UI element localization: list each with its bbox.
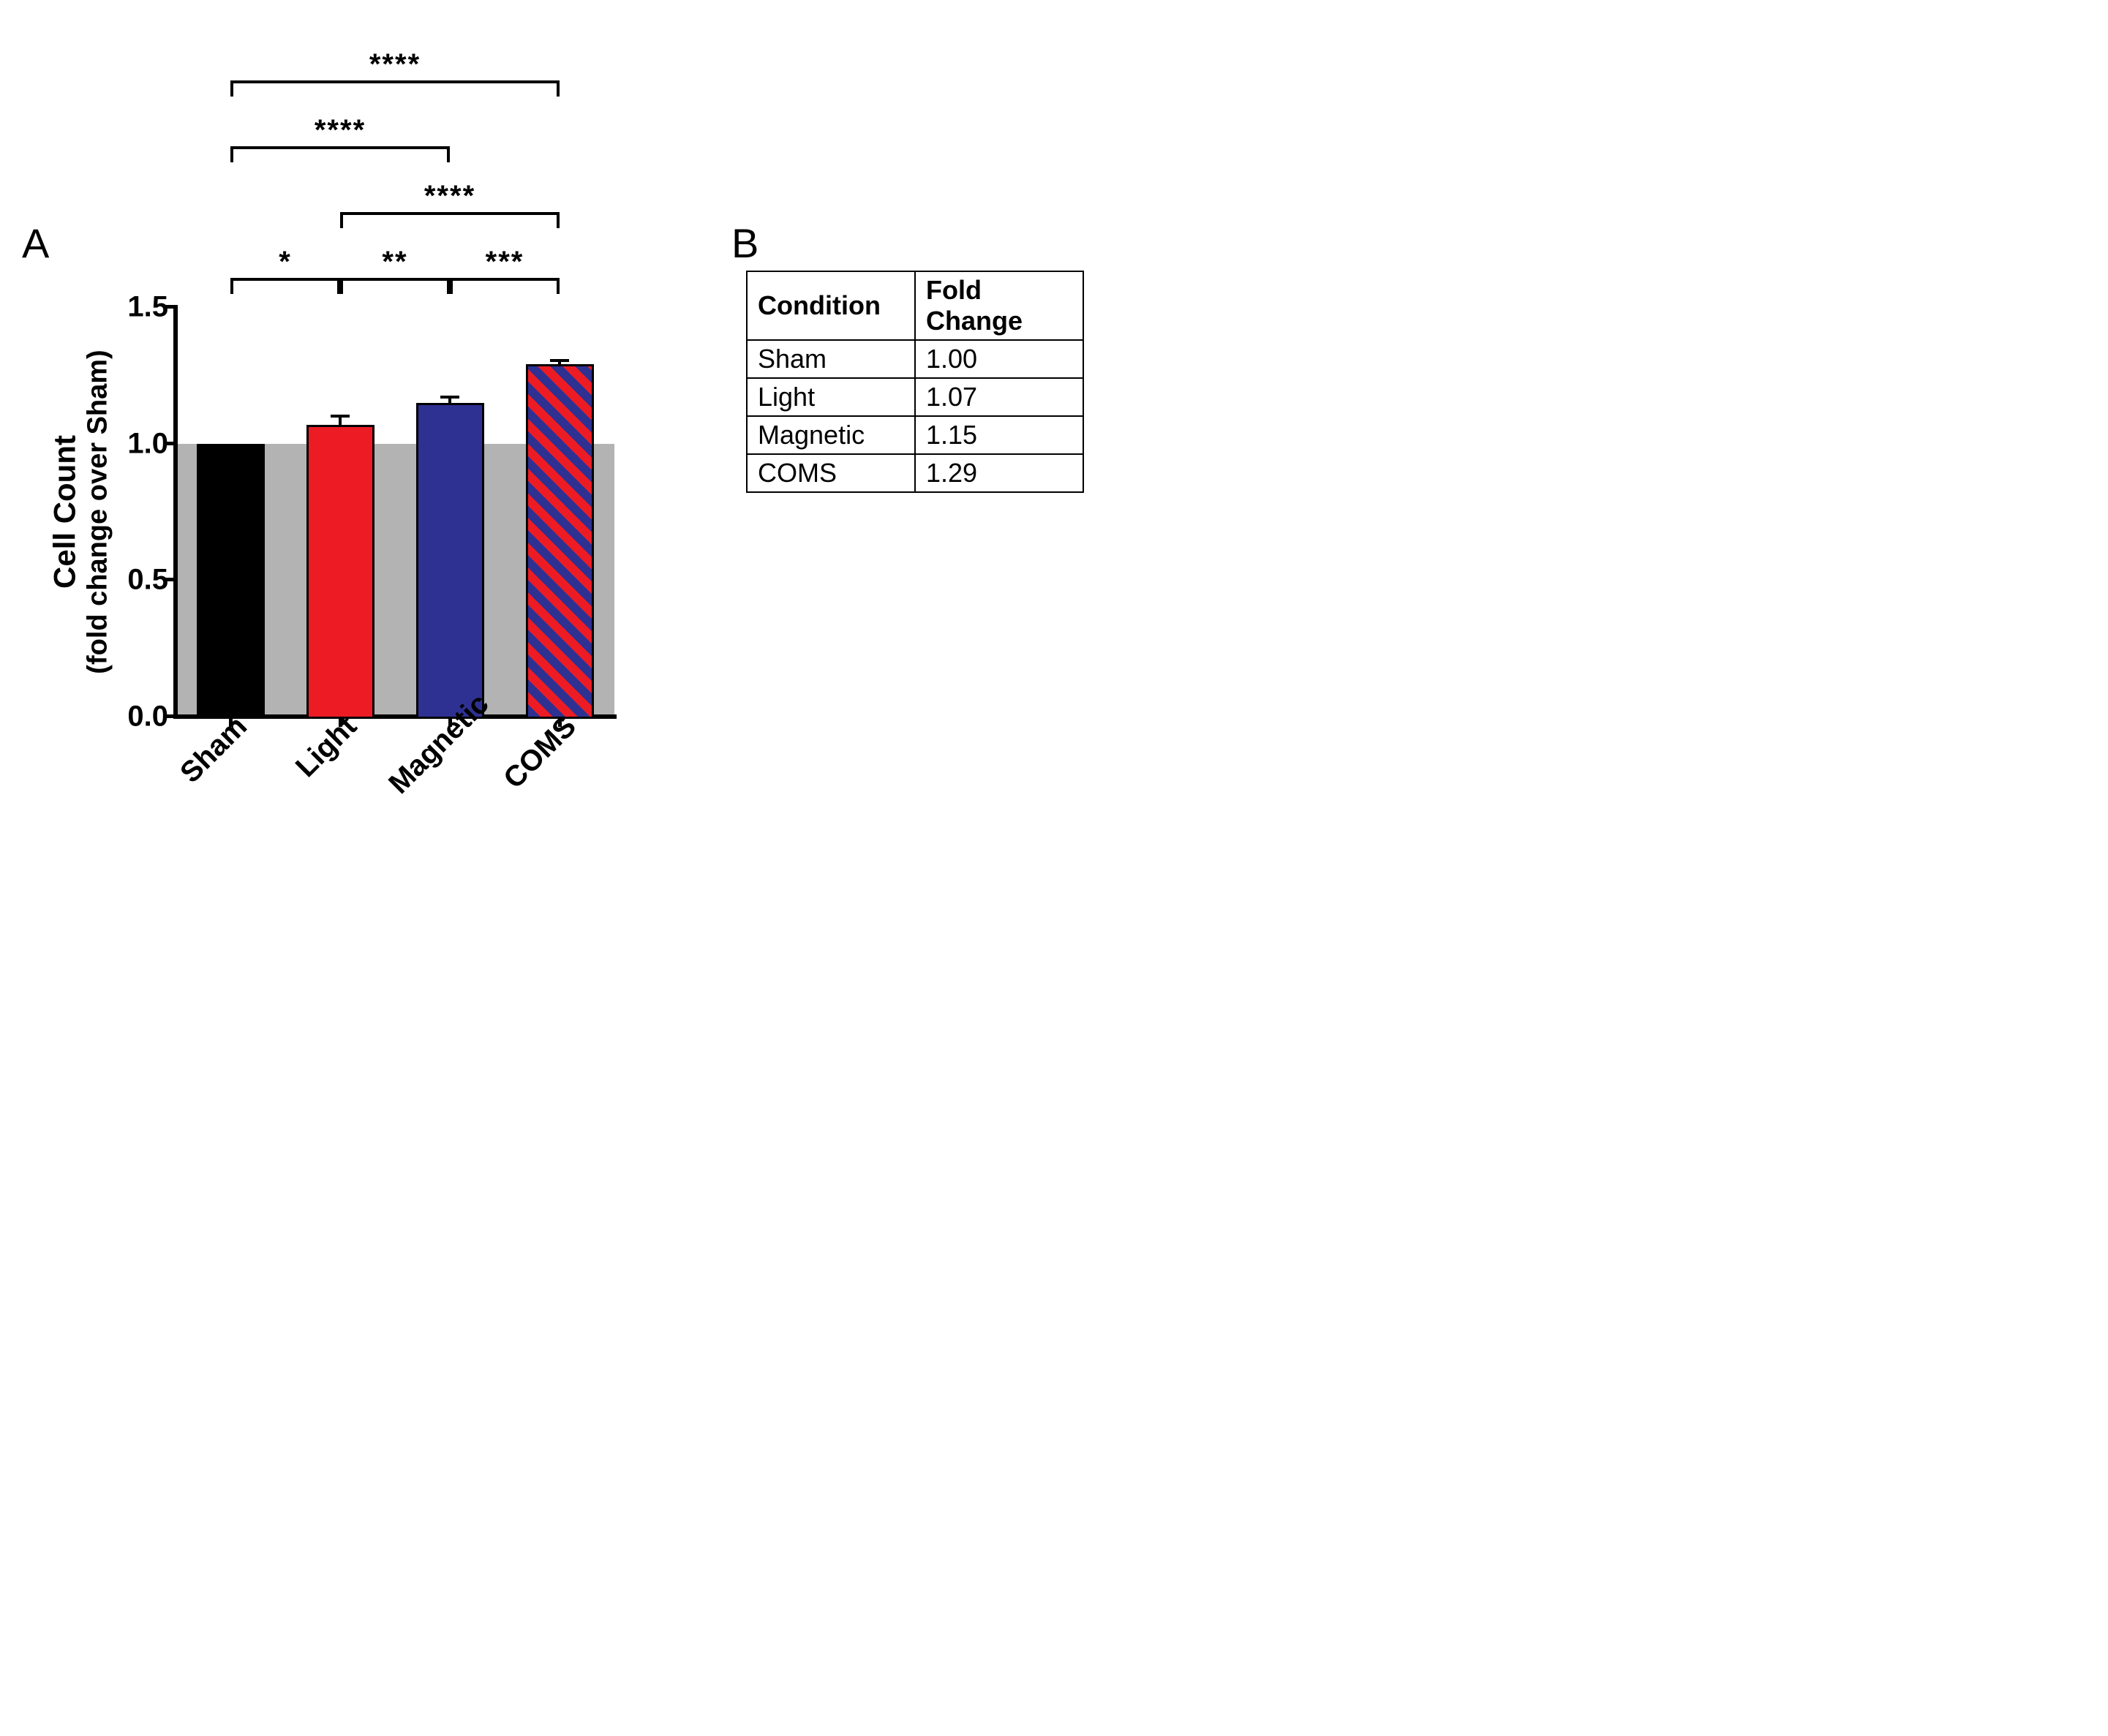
bar-sham: [197, 444, 265, 717]
error-cap: [550, 359, 569, 362]
table-cell: Sham: [747, 340, 915, 378]
bar-chart: ****************** Cell Count (fold chan…: [161, 29, 688, 717]
significance-bracket: [450, 278, 560, 294]
significance-stars: ***: [486, 246, 524, 279]
y-axis-title-main: Cell Count: [48, 350, 83, 673]
panel-a-label: A: [22, 219, 49, 267]
y-tick-label: 0.5: [127, 564, 168, 597]
table-row: Sham1.00: [747, 340, 1083, 378]
y-axis-title-sub: (fold change over Sham): [83, 350, 114, 673]
x-tick-label: Light: [273, 710, 364, 801]
bar-magnetic: [416, 403, 484, 717]
table-row: COMS1.29: [747, 454, 1083, 492]
significance-stars: ****: [369, 48, 421, 81]
table-cell: Magnetic: [747, 416, 915, 454]
error-cap: [440, 396, 459, 399]
panel-b: B ConditionFold ChangeSham1.00Light1.07M…: [746, 29, 1084, 493]
table-cell: 1.15: [915, 416, 1083, 454]
y-tick-label: 1.5: [127, 291, 168, 324]
table-cell: 1.29: [915, 454, 1083, 492]
significance-bracket: [230, 80, 560, 97]
table-cell: COMS: [747, 454, 915, 492]
significance-bracket: [230, 146, 450, 162]
significance-stars: *: [279, 246, 292, 279]
x-tick-label: Sham: [163, 710, 254, 801]
table-header-cell: Condition: [747, 271, 915, 340]
y-tick-label: 1.0: [127, 427, 168, 460]
significance-stars: ****: [315, 114, 366, 147]
table-cell: 1.07: [915, 378, 1083, 416]
plot-area: Cell Count (fold change over Sham) 0.00.…: [161, 307, 629, 717]
error-cap: [331, 415, 350, 418]
significance-area: ******************: [176, 29, 629, 307]
y-axis-title: Cell Count (fold change over Sham): [48, 350, 114, 673]
bar-light: [306, 425, 374, 717]
table-header-cell: Fold Change: [915, 271, 1083, 340]
table-cell: Light: [747, 378, 915, 416]
bar-coms: [526, 364, 594, 717]
table-row: Magnetic1.15: [747, 416, 1083, 454]
significance-bracket: [230, 278, 340, 294]
y-axis: [173, 305, 178, 719]
table-cell: 1.00: [915, 340, 1083, 378]
fold-change-table: ConditionFold ChangeSham1.00Light1.07Mag…: [746, 271, 1084, 493]
figure: A ****************** Cell Count (fold ch…: [29, 29, 2079, 717]
significance-bracket: [340, 212, 560, 228]
table-header-row: ConditionFold Change: [747, 271, 1083, 340]
significance-stars: ****: [424, 180, 475, 213]
panel-b-label: B: [731, 219, 758, 267]
significance-bracket: [340, 278, 450, 294]
x-tick-label: Magnetic: [383, 710, 473, 801]
y-tick-label: 0.0: [127, 701, 168, 733]
x-tick-label: COMS: [492, 710, 583, 801]
panel-a: A ****************** Cell Count (fold ch…: [29, 29, 688, 717]
significance-stars: **: [382, 246, 407, 279]
table-row: Light1.07: [747, 378, 1083, 416]
